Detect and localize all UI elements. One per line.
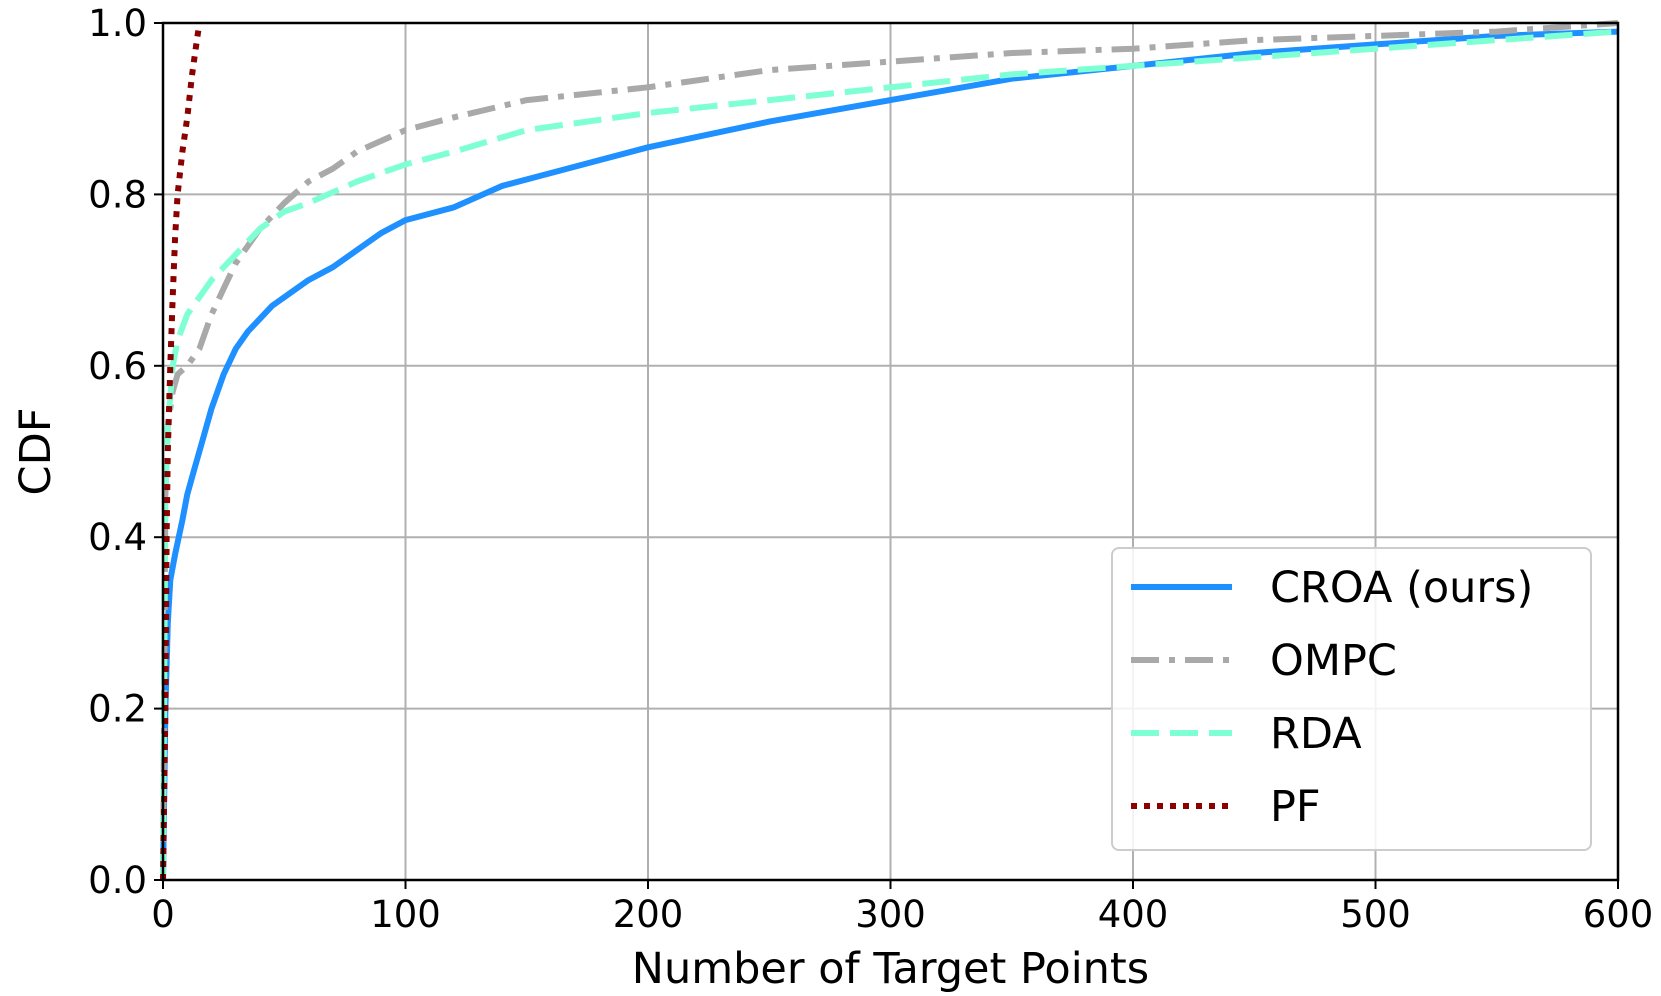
y-tick-label: 0.8: [88, 173, 147, 216]
y-tick-label: 1.0: [88, 2, 147, 45]
tick-group: 0 100 200 300 400 500 600 0.0 0.2 0.4 0.6 0.8 1.0: [88, 2, 1653, 936]
legend-item: RDA: [1131, 709, 1362, 759]
y-axis-label: CDF: [11, 408, 61, 496]
legend-label: PF: [1270, 782, 1321, 832]
x-tick-label: 500: [1340, 893, 1411, 936]
x-tick-label: 200: [613, 893, 684, 936]
legend-label: RDA: [1270, 709, 1362, 759]
y-tick-label: 0.2: [88, 688, 147, 731]
y-tick-label: 0.0: [88, 859, 147, 902]
legend-label: OMPC: [1270, 636, 1397, 686]
legend-frame: [1111, 547, 1592, 851]
legend-item: CROA (ours): [1131, 563, 1533, 613]
legend-item: PF: [1131, 782, 1321, 832]
x-tick-label: 0: [151, 893, 175, 936]
x-axis-label: Number of Target Points: [632, 944, 1149, 994]
series-line-ompc: [160, 20, 1619, 881]
series-group: [160, 20, 1619, 881]
x-tick-label: 100: [370, 893, 441, 936]
legend-label: CROA (ours): [1270, 563, 1533, 613]
series-line-pf: [160, 22, 203, 881]
x-tick-label: 400: [1098, 893, 1169, 936]
x-tick-label: 300: [855, 893, 926, 936]
y-tick-label: 0.6: [88, 345, 147, 388]
x-tick-label: 600: [1583, 893, 1654, 936]
series-line-rda: [160, 28, 1619, 881]
y-tick-label: 0.4: [88, 516, 147, 559]
legend-item: OMPC: [1131, 636, 1397, 686]
legend: CROA (ours) OMPC RDA PF: [1111, 547, 1592, 851]
series-line-croa-ours: [160, 28, 1619, 881]
